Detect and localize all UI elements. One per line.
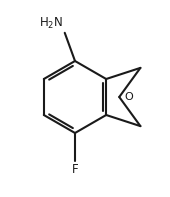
Text: O: O bbox=[124, 92, 133, 102]
Text: H$_2$N: H$_2$N bbox=[39, 16, 63, 31]
Text: F: F bbox=[72, 163, 78, 176]
